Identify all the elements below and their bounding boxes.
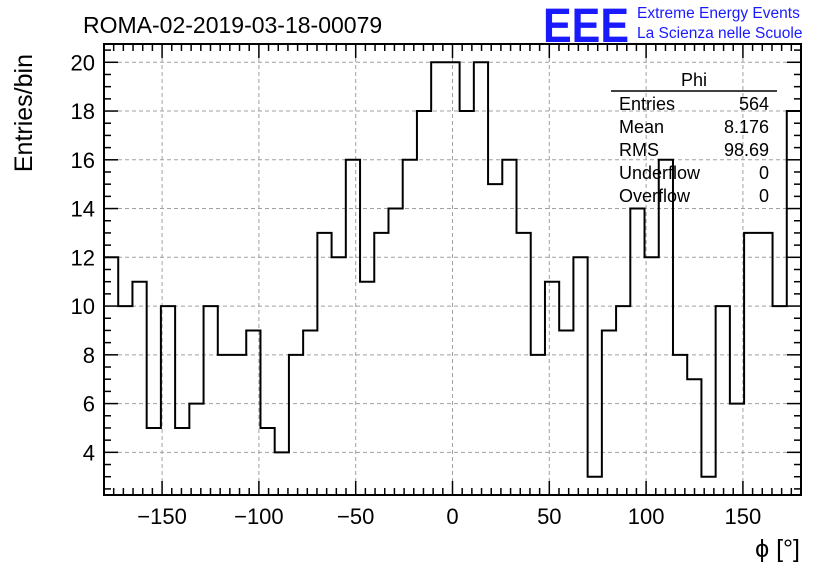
x-tick-label: −100 — [234, 504, 284, 529]
x-tick-label: −50 — [337, 504, 374, 529]
x-tick-label: 150 — [725, 504, 762, 529]
histogram-bin — [787, 111, 801, 495]
histogram-bin — [659, 160, 673, 495]
histogram-bin — [517, 233, 531, 495]
x-tick-label: −150 — [137, 504, 187, 529]
histogram-bin — [189, 404, 203, 495]
histogram-bin — [616, 306, 630, 495]
axis-ticks — [104, 44, 801, 495]
histogram-bin — [132, 282, 146, 495]
stats-value-underflow: 0 — [759, 163, 769, 183]
histogram-bin — [289, 355, 303, 495]
histogram-bin — [403, 160, 417, 495]
stats-label-overflow: Overflow — [619, 186, 691, 206]
histogram-bin — [417, 111, 431, 495]
histogram-bin — [474, 62, 488, 495]
logo-caption-line1: Extreme Energy Events — [637, 5, 800, 22]
stats-label-rms: RMS — [619, 140, 659, 160]
histogram-bin — [573, 257, 587, 495]
histogram-bin — [161, 306, 175, 495]
histogram-bin — [588, 477, 602, 495]
histogram-bin — [204, 306, 218, 495]
histogram-bin — [445, 62, 459, 495]
histogram-bin — [531, 355, 545, 495]
stats-label-entries: Entries — [619, 94, 675, 114]
histogram-bin — [744, 233, 758, 495]
x-tick-label: 0 — [446, 504, 458, 529]
histogram-bin — [317, 233, 331, 495]
grid — [104, 44, 801, 495]
histogram-bin — [716, 306, 730, 495]
histogram-bin — [502, 160, 516, 495]
y-tick-label: 8 — [83, 343, 95, 368]
histogram-bin — [687, 379, 701, 495]
histogram-bin — [346, 160, 360, 495]
y-tick-label: 10 — [71, 294, 95, 319]
histogram-bin — [388, 209, 402, 495]
histogram-bin — [758, 233, 772, 495]
histogram-bin — [488, 184, 502, 495]
histogram-bin — [559, 330, 573, 495]
histogram-bin — [275, 452, 289, 495]
y-tick-label: 4 — [83, 440, 95, 465]
y-tick-label: 18 — [71, 99, 95, 124]
histogram-bin — [673, 355, 687, 495]
histogram-bin — [118, 306, 132, 495]
histogram-outline — [104, 61, 801, 478]
stats-box: Phi Entries 564 Mean 8.176 RMS 98.69 Und… — [611, 70, 777, 206]
stats-value-entries: 564 — [739, 94, 769, 114]
y-tick-label: 14 — [71, 197, 95, 222]
logo-caption-line2: La Scienza nelle Scuole — [637, 25, 802, 42]
logo-mark: EEE — [543, 0, 629, 53]
histogram-bin — [147, 428, 161, 495]
histogram-bin — [645, 257, 659, 495]
y-tick-label: 6 — [83, 392, 95, 417]
y-tick-labels: 4 6 8 10 12 14 16 18 20 — [71, 50, 95, 465]
histogram-bin — [246, 330, 260, 495]
histogram-bin — [460, 111, 474, 495]
y-tick-label: 16 — [71, 148, 95, 173]
x-axis-label: ϕ [°] — [755, 535, 800, 563]
x-tick-labels: −150 −100 −50 0 50 100 150 — [137, 504, 761, 529]
histogram-bin — [374, 233, 388, 495]
stats-value-mean: 8.176 — [724, 117, 769, 137]
stats-value-rms: 98.69 — [724, 140, 769, 160]
x-tick-label: 50 — [537, 504, 561, 529]
histogram-bin — [332, 257, 346, 495]
stats-label-mean: Mean — [619, 117, 664, 137]
histogram-bin — [218, 355, 232, 495]
histogram-bin — [545, 282, 559, 495]
histogram-bin — [773, 306, 787, 495]
histogram-bin — [602, 330, 616, 495]
y-tick-label: 20 — [71, 50, 95, 75]
histogram-bin — [104, 257, 118, 495]
histogram-bin — [232, 355, 246, 495]
histogram-bin — [260, 428, 274, 495]
histogram-bin — [630, 209, 644, 495]
histogram-bin — [303, 330, 317, 495]
histogram-bin — [360, 282, 374, 495]
y-axis-label: Entries/bin — [10, 54, 38, 172]
run-title: ROMA-02-2019-03-18-00079 — [83, 12, 382, 38]
x-tick-label: 100 — [628, 504, 665, 529]
stats-value-overflow: 0 — [759, 186, 769, 206]
histogram-bin — [730, 404, 744, 495]
y-tick-label: 12 — [71, 245, 95, 270]
stats-title: Phi — [681, 70, 707, 90]
stats-label-underflow: Underflow — [619, 163, 701, 183]
eee-logo: EEE Extreme Energy Events La Scienza nel… — [543, 0, 802, 53]
histogram-bin — [431, 62, 445, 495]
histogram-bin — [175, 428, 189, 495]
histogram — [104, 61, 801, 495]
